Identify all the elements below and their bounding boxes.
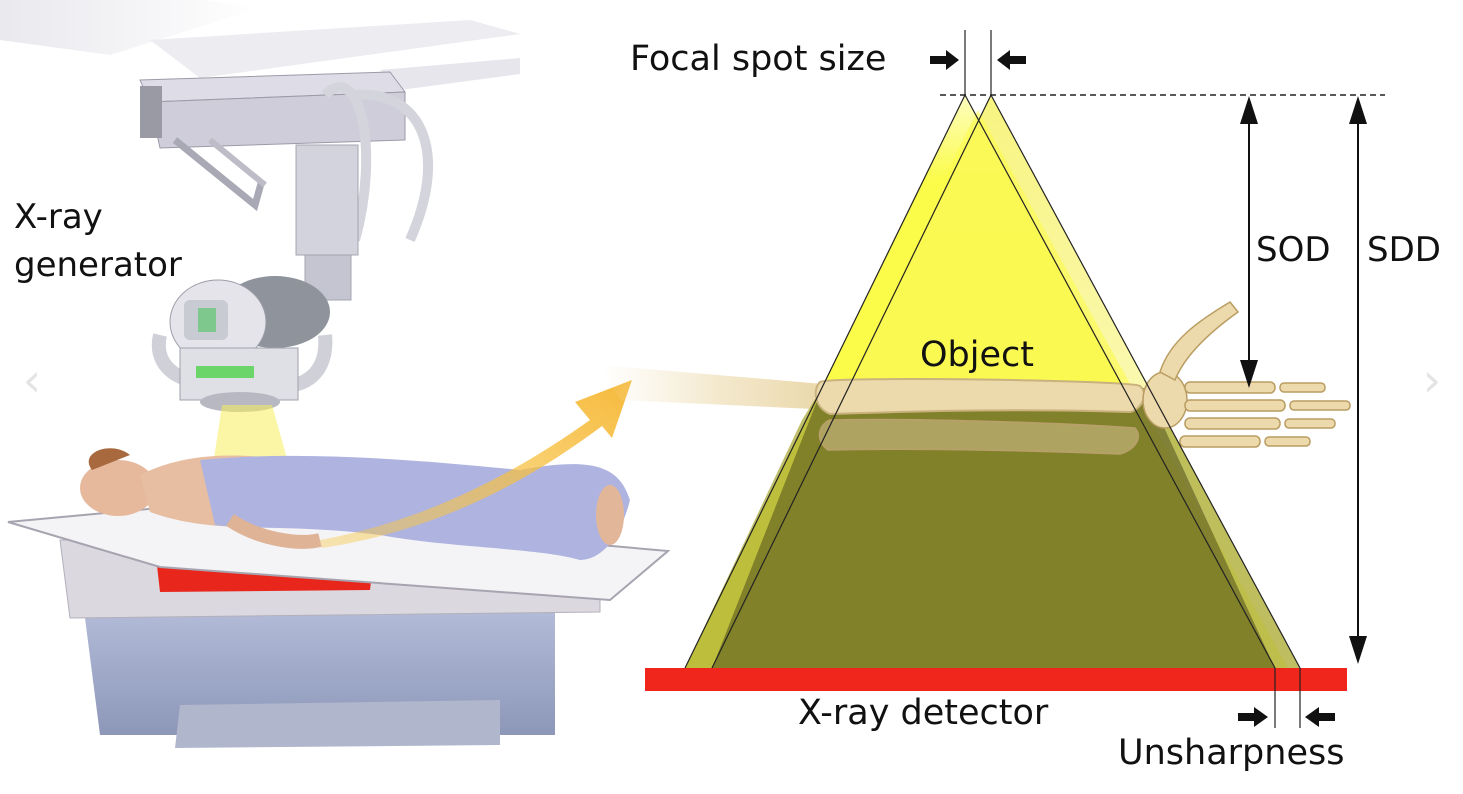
ray-lines	[684, 94, 1301, 669]
patient	[80, 448, 630, 560]
telescopic-column	[295, 144, 359, 256]
sod-label: SOD	[1256, 230, 1331, 270]
focal-spot-size-label: Focal spot size	[630, 39, 887, 79]
chevron-right-icon[interactable]: ›	[1422, 353, 1442, 407]
chevron-left-icon[interactable]: ‹	[22, 353, 42, 407]
bones-radius-ulna	[814, 378, 1146, 455]
penumbra-right	[1146, 388, 1300, 668]
unsharpness-label: Unsharpness	[1118, 733, 1345, 773]
table-top	[7, 505, 671, 602]
xray-generator-label-line1: X-ray	[14, 197, 103, 237]
ceiling-rail	[0, 0, 260, 55]
hand-bones	[1142, 301, 1351, 448]
object-label: Object	[920, 335, 1034, 375]
sdd-label: SDD	[1367, 230, 1441, 270]
focal-spot-arrows	[930, 50, 1026, 70]
collimator-display	[196, 366, 254, 378]
ceiling-rail	[380, 58, 520, 90]
zoom-arrow	[320, 380, 632, 548]
carriage-end	[140, 86, 162, 138]
sdd-arrow	[1349, 96, 1367, 664]
xray-detector-bar	[645, 668, 1347, 691]
unsharpness-arrows	[1238, 707, 1335, 727]
xray-detector-label: X-ray detector	[798, 693, 1049, 733]
unsharpness-geometry-diagram	[600, 30, 1385, 728]
ceiling-rail	[150, 20, 520, 78]
xray-generator-label-line2: generator	[14, 245, 182, 285]
xray-room-illustration	[0, 0, 671, 748]
forearm	[600, 365, 835, 410]
object-shadow	[712, 388, 1275, 668]
patient-blanket	[200, 455, 630, 560]
sod-arrow	[1240, 96, 1258, 388]
